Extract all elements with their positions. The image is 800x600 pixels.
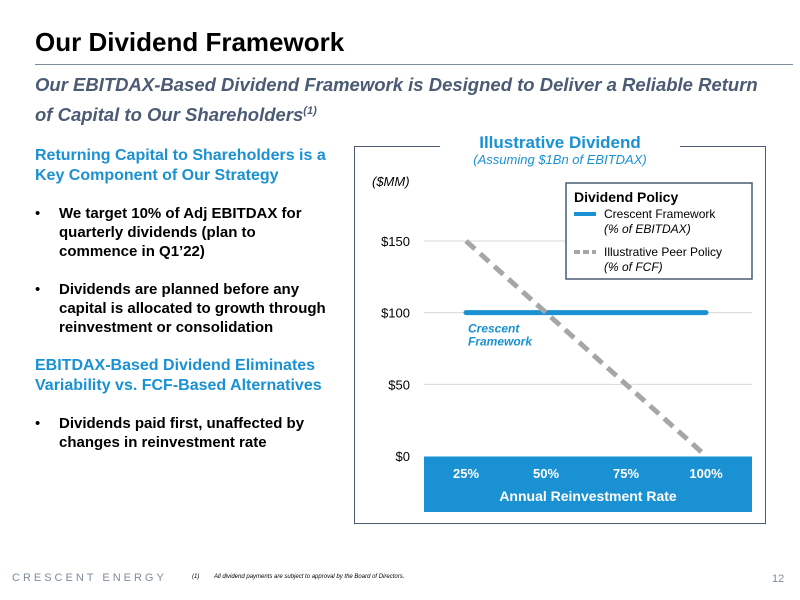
footnote-text: All dividend payments are subject to app… <box>214 574 405 580</box>
dividend-chart: ($MM) $0 $50 $100 $150 25% 50% 75% 100% Annual Re… <box>372 174 753 512</box>
footer-brand-logo: CRESCENT ENERGY <box>12 572 167 584</box>
y-tick-label: $0 <box>396 449 410 464</box>
x-axis-title: Annual Reinvestment Rate <box>499 488 677 504</box>
chart-title: Illustrative Dividend <box>440 133 680 153</box>
legend-entry: Illustrative Peer Policy <box>604 245 722 259</box>
bullet-text: Dividends are planned before any capital… <box>59 281 326 336</box>
bullet-item: • Dividends paid first, unaffected by cha… <box>35 414 330 452</box>
slide-title: Our Dividend Framework <box>35 27 345 57</box>
page-number: 12 <box>772 573 785 585</box>
legend-entry-sub: (% of FCF) <box>604 260 663 274</box>
x-tick-label: 50% <box>533 466 559 481</box>
bullet-item: • Dividends are planned before any capita… <box>35 280 330 337</box>
left-column: Returning Capital to Shareholders is a K… <box>35 146 330 471</box>
x-tick-label: 100% <box>689 466 723 481</box>
subtitle-footnote-ref: (1) <box>303 105 317 117</box>
y-axis-label: ($MM) <box>372 174 410 189</box>
legend-entry-sub: (% of EBITDAX) <box>604 222 691 236</box>
x-axis-band <box>424 456 752 512</box>
series-inline-label: Crescent <box>468 322 520 336</box>
peer-policy-line <box>464 239 708 458</box>
subtitle-text: Our EBITDAX-Based Dividend Framework is … <box>35 74 758 126</box>
footnote-marker: (1) <box>192 574 200 580</box>
y-tick-label: $50 <box>388 377 410 392</box>
bullet-marker: • <box>35 281 41 298</box>
x-tick-label: 25% <box>453 466 479 481</box>
title-divider <box>35 64 793 65</box>
legend-box <box>565 182 753 280</box>
bullet-text: Dividends paid first, unaffected by chan… <box>59 415 305 451</box>
series-inline-label: Framework <box>468 335 533 349</box>
bullet-text: We target 10% of Adj EBITDAX for quarter… <box>59 205 302 260</box>
slide-subtitle: Our EBITDAX-Based Dividend Framework is … <box>35 72 775 128</box>
legend-entry: Crescent Framework <box>604 207 716 221</box>
bullet-marker: • <box>35 205 41 222</box>
legend-title: Dividend Policy <box>574 189 678 205</box>
section-heading-strategy: Returning Capital to Shareholders is a K… <box>35 147 326 184</box>
y-tick-label: $150 <box>381 234 410 249</box>
bullet-marker: • <box>35 415 41 432</box>
section-heading-variability: EBITDAX-Based Dividend Eliminates Variab… <box>35 357 322 394</box>
bullet-item: • We target 10% of Adj EBITDAX for quarte… <box>35 204 330 261</box>
chart-subtitle: (Assuming $1Bn of EBITDAX) <box>473 152 647 167</box>
x-tick-label: 75% <box>613 466 639 481</box>
y-tick-label: $100 <box>381 306 410 321</box>
